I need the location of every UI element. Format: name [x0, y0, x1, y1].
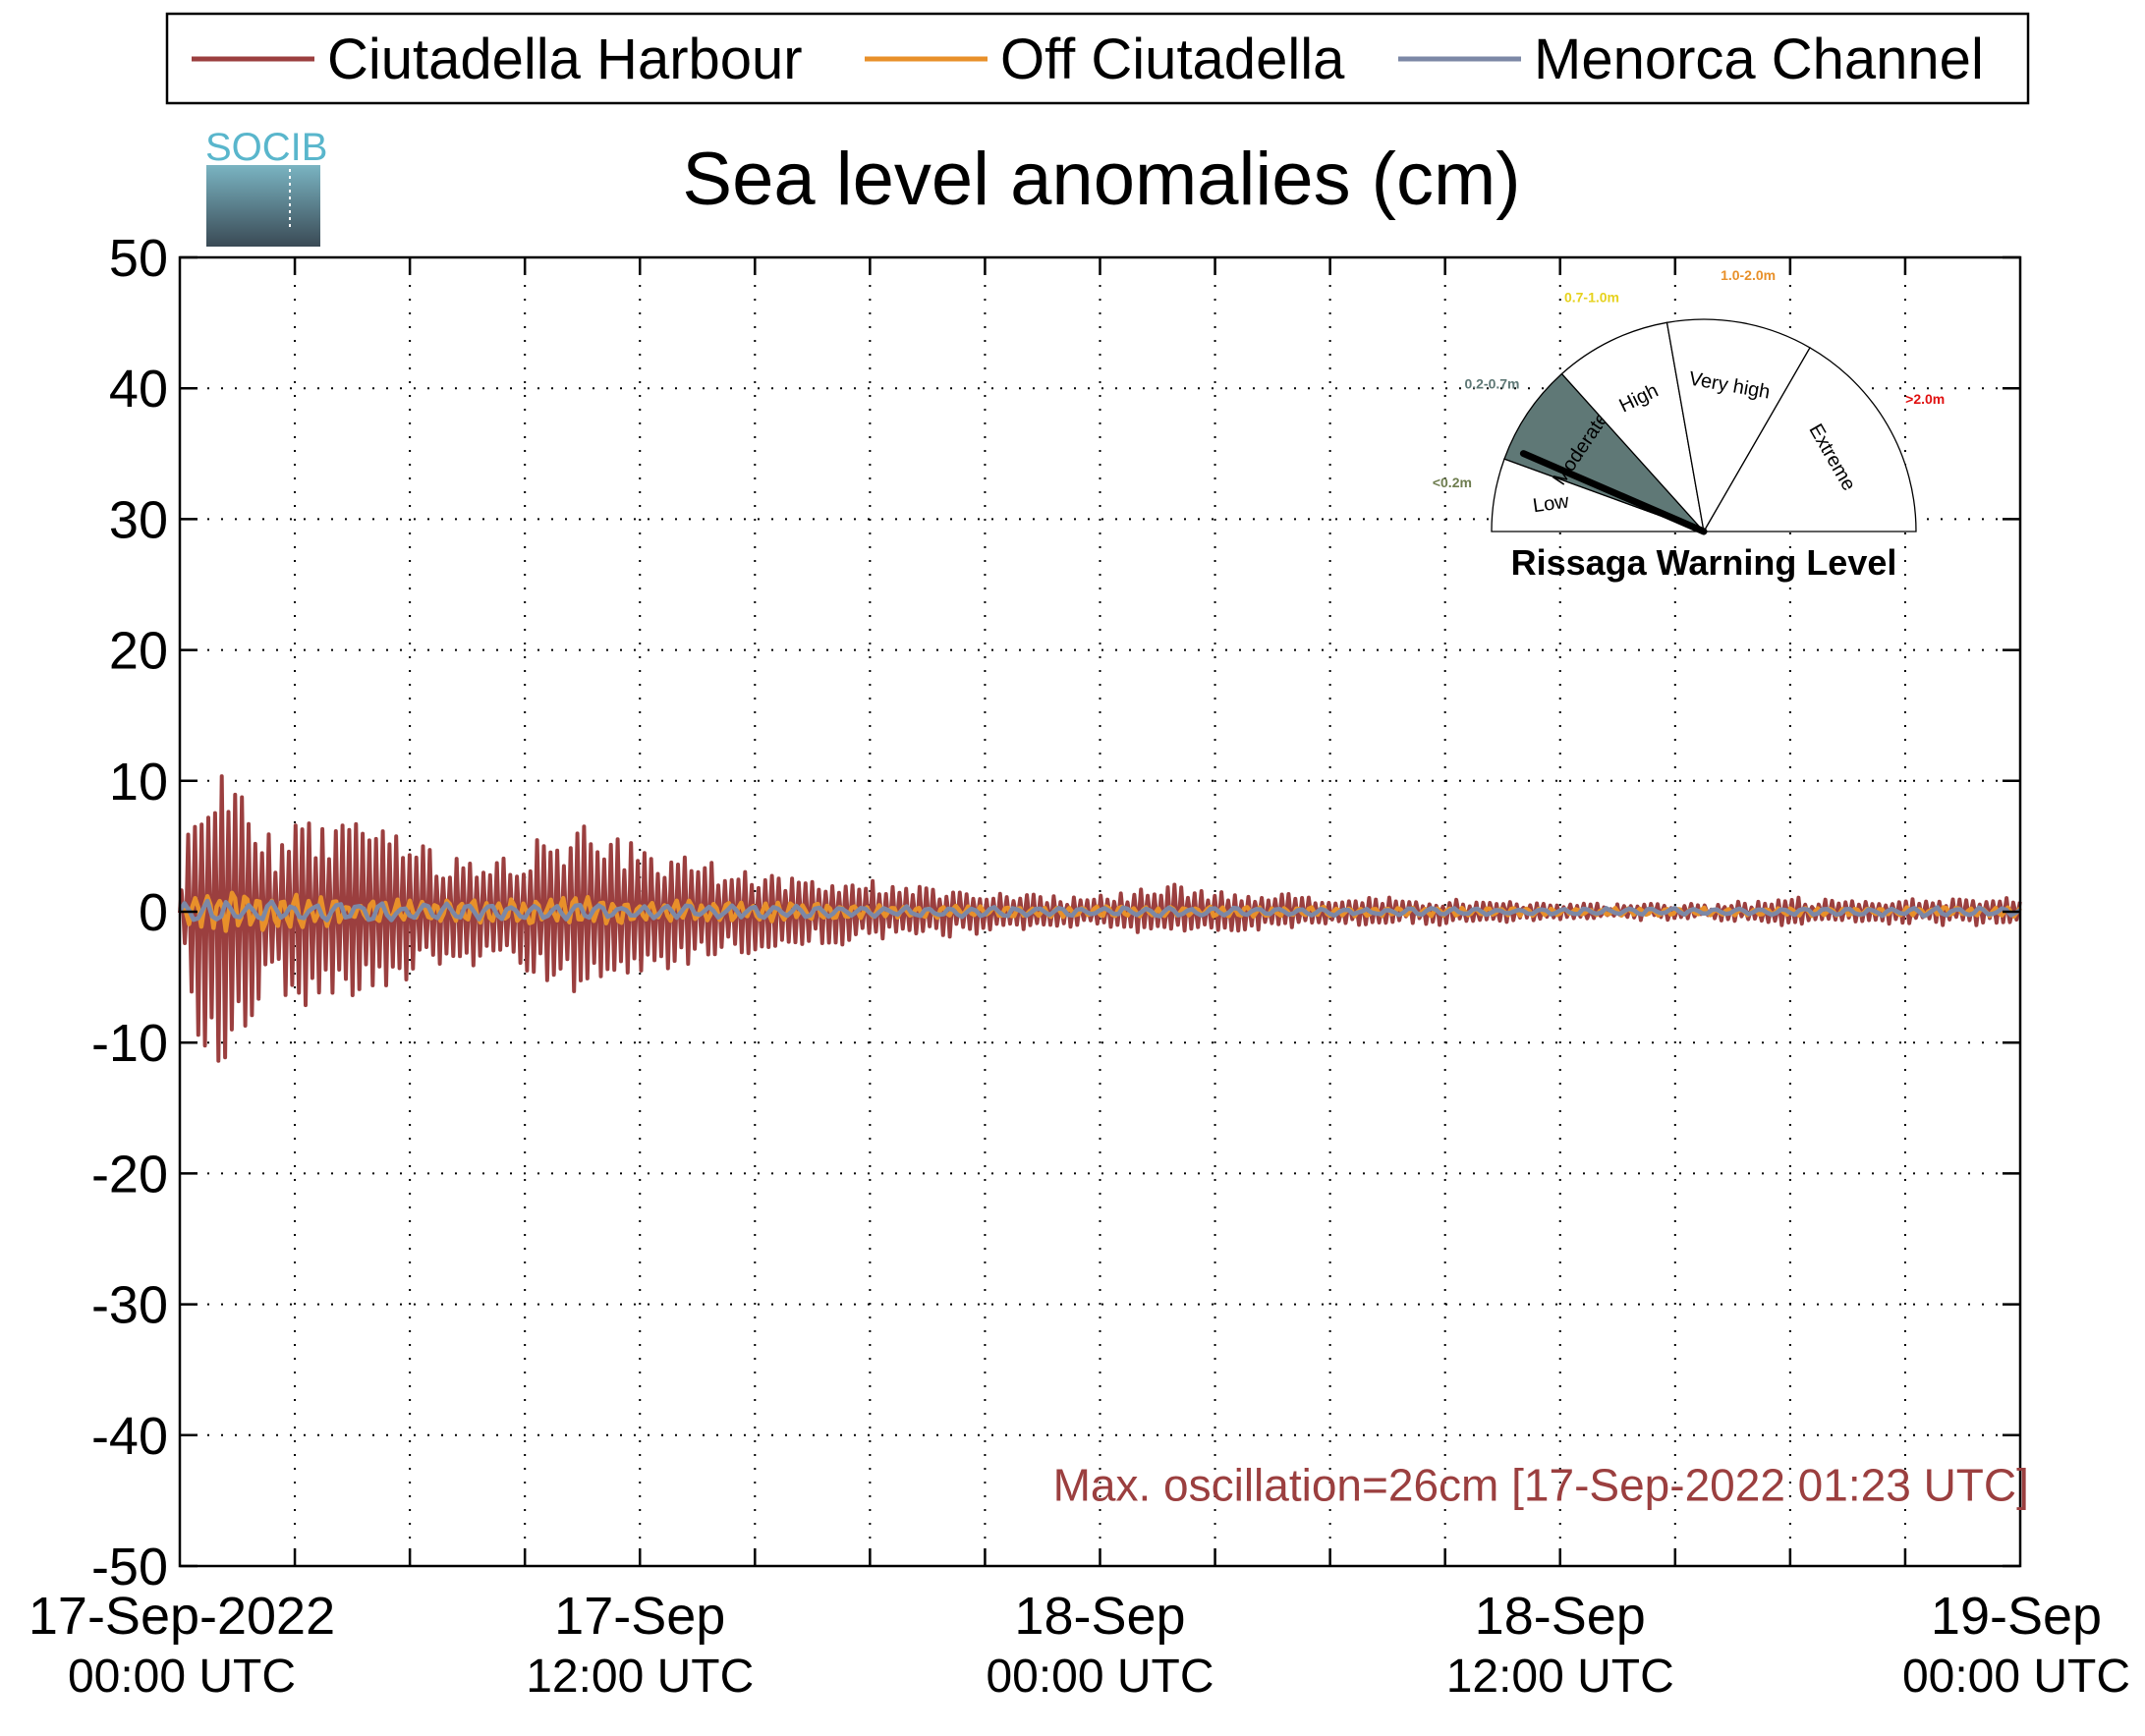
rissaga-warning-gauge: Rissaga Warning Level Low<0.2m Moderate0.… — [1433, 267, 1945, 583]
gauge-range-label: <0.2m — [1433, 475, 1472, 490]
gauge-title: Rissaga Warning Level — [1511, 542, 1897, 583]
chart-title: Sea level anomalies (cm) — [682, 138, 1520, 221]
x-tick-label-time: 00:00 UTC — [68, 1651, 296, 1703]
gauge-segment-label: Low — [1532, 490, 1571, 517]
y-tick-label: 30 — [109, 490, 168, 549]
x-tick-label-date: 17-Sep-2022 — [28, 1587, 335, 1646]
x-tick-label-date: 18-Sep — [1475, 1587, 1646, 1646]
logo-text: SOCIB — [205, 126, 327, 169]
x-tick-label-date: 19-Sep — [1931, 1587, 2102, 1646]
logo-mark — [206, 165, 320, 247]
legend: Ciutadella Harbour Off Ciutadella Menorc… — [165, 12, 2030, 105]
y-tick-label: -30 — [91, 1276, 168, 1335]
gauge-range-label: 0.2-0.7m — [1464, 376, 1519, 392]
gauge-segment — [1702, 347, 1917, 532]
y-tick-label: -10 — [91, 1014, 168, 1073]
x-tick-label-time: 00:00 UTC — [1902, 1651, 2130, 1703]
max-oscillation-annotation: Max. oscillation=26cm [17-Sep-2022 01:23… — [1053, 1459, 2029, 1510]
y-tick-label: -40 — [91, 1407, 168, 1466]
legend-label-menorca-channel: Menorca Channel — [1534, 28, 1984, 91]
series-layer — [178, 774, 2022, 1063]
y-axis: 50 40 30 20 10 0 -10 -20 -30 -40 -50 — [91, 229, 168, 1596]
legend-label-off-ciutadella: Off Ciutadella — [1000, 28, 1345, 91]
legend-label-ciutadella-harbour: Ciutadella Harbour — [327, 28, 803, 91]
axis-ticks — [180, 255, 2020, 1568]
y-tick-label: 0 — [139, 883, 168, 942]
gauge-segment — [1665, 318, 1811, 533]
gauge-segment — [1503, 372, 1705, 532]
x-tick-label-time: 00:00 UTC — [986, 1651, 1214, 1703]
gauge-range-label: 1.0-2.0m — [1721, 267, 1776, 283]
x-tick-label-time: 12:00 UTC — [1446, 1651, 1674, 1703]
gauge-range-label: >2.0m — [1905, 391, 1945, 407]
x-tick-label-date: 18-Sep — [1014, 1587, 1185, 1646]
y-tick-label: 50 — [109, 229, 168, 288]
gauge-needle — [1519, 450, 1708, 535]
x-tick-label-time: 12:00 UTC — [526, 1651, 754, 1703]
gauge-range-label: 0.7-1.0m — [1564, 289, 1619, 305]
legend-box — [165, 12, 2030, 105]
y-tick-label: -50 — [91, 1538, 168, 1596]
socib-logo: SOCIB — [205, 126, 327, 247]
y-tick-label: 10 — [109, 753, 168, 812]
gauge-segment — [1560, 321, 1706, 534]
series-line-menorca-channel — [178, 898, 2022, 923]
y-tick-label: -20 — [91, 1145, 168, 1204]
y-tick-label: 40 — [109, 360, 168, 419]
x-tick-label-date: 17-Sep — [554, 1587, 725, 1646]
y-tick-label: 20 — [109, 622, 168, 681]
